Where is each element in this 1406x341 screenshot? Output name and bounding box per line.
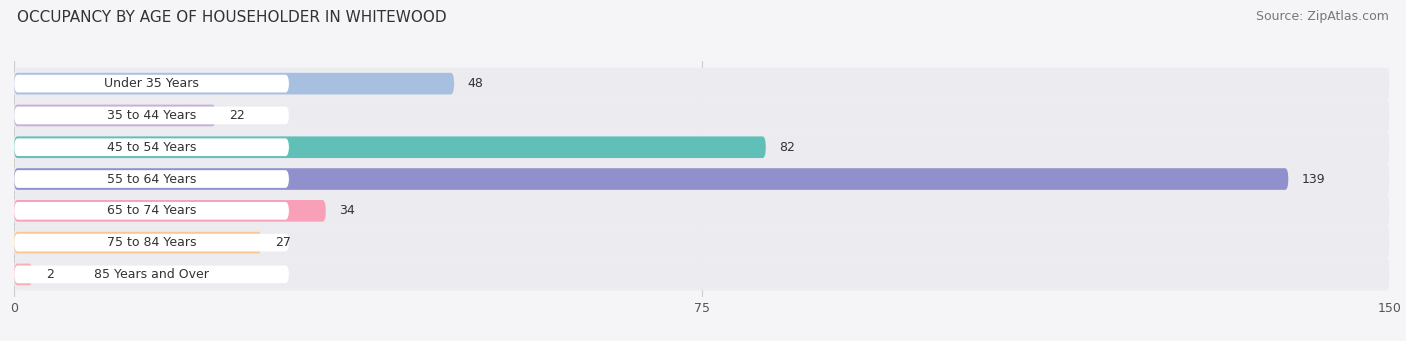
FancyBboxPatch shape	[14, 136, 766, 158]
FancyBboxPatch shape	[14, 105, 215, 126]
FancyBboxPatch shape	[14, 264, 32, 285]
FancyBboxPatch shape	[14, 266, 290, 283]
Text: Under 35 Years: Under 35 Years	[104, 77, 200, 90]
Text: 85 Years and Over: 85 Years and Over	[94, 268, 209, 281]
FancyBboxPatch shape	[14, 75, 290, 92]
Text: 34: 34	[339, 204, 356, 217]
Text: 75 to 84 Years: 75 to 84 Years	[107, 236, 197, 249]
Text: 22: 22	[229, 109, 245, 122]
FancyBboxPatch shape	[14, 195, 1389, 227]
FancyBboxPatch shape	[14, 200, 326, 222]
Text: OCCUPANCY BY AGE OF HOUSEHOLDER IN WHITEWOOD: OCCUPANCY BY AGE OF HOUSEHOLDER IN WHITE…	[17, 10, 447, 25]
Text: 55 to 64 Years: 55 to 64 Years	[107, 173, 197, 186]
FancyBboxPatch shape	[14, 68, 1389, 100]
FancyBboxPatch shape	[14, 107, 290, 124]
FancyBboxPatch shape	[14, 258, 1389, 290]
FancyBboxPatch shape	[14, 234, 290, 251]
FancyBboxPatch shape	[14, 168, 1288, 190]
Text: 48: 48	[468, 77, 484, 90]
FancyBboxPatch shape	[14, 131, 1389, 163]
FancyBboxPatch shape	[14, 163, 1389, 195]
FancyBboxPatch shape	[14, 170, 290, 188]
Text: 82: 82	[779, 141, 796, 154]
Text: 45 to 54 Years: 45 to 54 Years	[107, 141, 197, 154]
FancyBboxPatch shape	[14, 227, 1389, 258]
Text: 27: 27	[276, 236, 291, 249]
Text: Source: ZipAtlas.com: Source: ZipAtlas.com	[1256, 10, 1389, 23]
Text: 139: 139	[1302, 173, 1326, 186]
FancyBboxPatch shape	[14, 73, 454, 94]
FancyBboxPatch shape	[14, 100, 1389, 131]
Text: 65 to 74 Years: 65 to 74 Years	[107, 204, 197, 217]
FancyBboxPatch shape	[14, 232, 262, 253]
Text: 35 to 44 Years: 35 to 44 Years	[107, 109, 197, 122]
FancyBboxPatch shape	[14, 202, 290, 220]
FancyBboxPatch shape	[14, 138, 290, 156]
Text: 2: 2	[46, 268, 53, 281]
